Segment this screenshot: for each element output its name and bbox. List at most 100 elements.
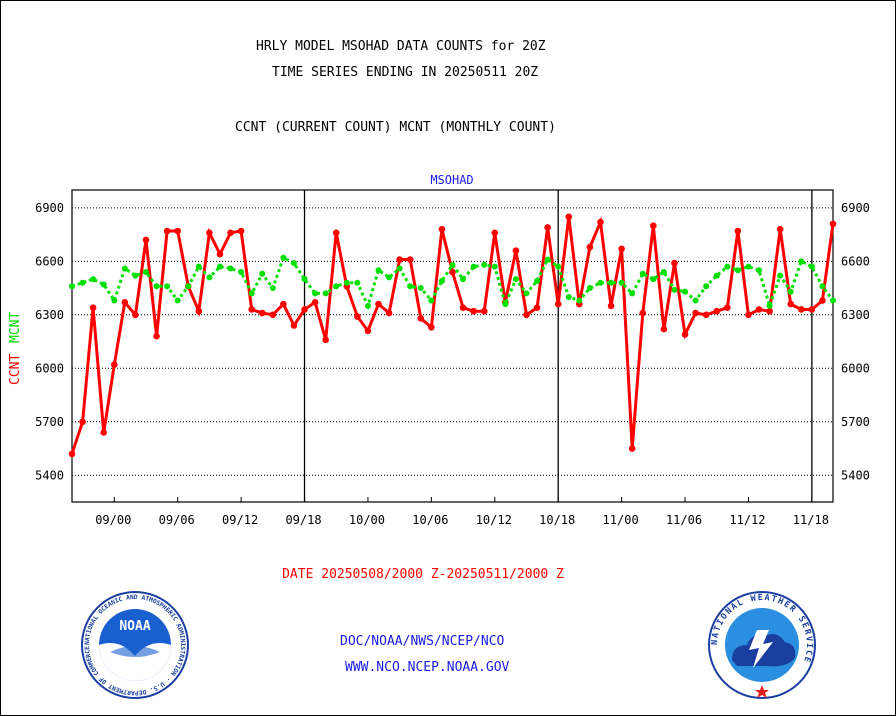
data-point-ccnt [89,304,97,311]
data-point-mcnt [713,272,720,279]
y-tick-label-left: 6000 [35,361,64,375]
footer-link-website[interactable]: WWW.NCO.NCEP.NOAA.GOV [345,660,510,675]
data-point-mcnt [491,263,498,270]
data-point-mcnt [386,274,393,281]
data-point-mcnt [90,276,97,283]
data-point-ccnt [523,311,530,319]
data-point-ccnt [724,304,731,311]
data-point-mcnt [608,279,615,286]
data-point-ccnt [449,268,456,276]
data-point-ccnt [396,256,403,263]
data-point-ccnt [417,315,425,322]
data-point-mcnt [290,260,297,267]
data-point-mcnt [269,285,276,292]
x-tick-label: 11/00 [603,513,639,527]
noaa-logo: NATIONAL OCEANIC AND ATMOSPHERIC ADMINIS… [80,590,189,699]
data-point-mcnt [111,297,118,304]
plot-title: MSOHAD [430,173,473,187]
data-point-mcnt [586,285,593,292]
data-point-ccnt [639,309,647,317]
data-point-mcnt [354,279,361,286]
data-point-mcnt [227,265,234,272]
data-point-mcnt [597,279,604,286]
x-tick-label: 09/00 [95,513,131,527]
data-point-ccnt [132,311,139,319]
data-point-ccnt [248,306,255,313]
data-point-ccnt [766,307,773,315]
data-point-ccnt [354,313,361,320]
data-point-ccnt [671,259,678,267]
data-point-mcnt [534,277,541,284]
data-point-ccnt [100,429,108,436]
data-point-ccnt [470,307,477,315]
data-point-ccnt [68,450,76,458]
footer-link-doc[interactable]: DOC/NOAA/NWS/NCEP/NCO [340,634,505,649]
data-point-ccnt [195,307,203,315]
data-point-mcnt [343,279,350,286]
data-point-ccnt [364,327,372,335]
data-point-mcnt [375,267,382,274]
data-series [68,213,837,458]
data-point-ccnt [142,236,150,244]
chart-title-line2: TIME SERIES ENDING IN 20250511 20Z [272,65,539,80]
data-point-mcnt [798,258,805,265]
y-tick-label-right: 6300 [841,308,870,322]
data-point-mcnt [639,270,646,277]
x-tick-label: 11/06 [666,513,702,527]
data-point-mcnt [79,279,86,286]
data-point-mcnt [301,276,308,283]
data-point-mcnt [69,283,75,290]
data-point-ccnt [428,323,435,331]
data-point-ccnt [110,361,118,369]
data-point-mcnt [481,261,488,268]
data-point-mcnt [819,283,826,290]
x-tick-label: 10/00 [349,513,385,527]
y-axis-label-mcnt: MCNT [8,312,23,343]
data-point-mcnt [142,269,149,276]
data-point-mcnt [777,272,784,279]
data-point-ccnt [258,309,266,317]
y-tick-label-left: 6600 [35,254,64,268]
data-point-ccnt [322,336,329,344]
y-tick-label-right: 6900 [841,201,870,215]
data-point-ccnt [618,245,625,253]
data-point-ccnt [301,306,308,313]
data-point-ccnt [597,218,604,226]
data-point-mcnt [502,301,509,308]
data-point-ccnt [628,445,636,452]
y-tick-label-right: 5700 [841,415,870,429]
data-point-ccnt [385,309,393,317]
data-point-mcnt [164,283,171,290]
data-point-ccnt [544,224,551,231]
data-point-mcnt [734,267,741,274]
data-point-mcnt [195,263,202,270]
data-point-mcnt [174,297,181,304]
data-point-ccnt [480,307,488,315]
data-point-ccnt [713,307,721,315]
y-tick-label-left: 5400 [35,468,64,482]
y-tick-label-right: 6600 [841,254,870,268]
data-point-ccnt [607,302,615,310]
data-point-ccnt [745,311,752,319]
y-tick-label-right: 6000 [841,361,870,375]
data-point-mcnt [364,302,371,309]
data-point-ccnt [280,300,287,308]
data-point-mcnt [692,297,699,304]
data-point-ccnt [79,418,86,426]
data-point-mcnt [206,274,213,281]
data-point-ccnt [512,247,520,254]
data-point-ccnt [787,300,795,308]
data-point-mcnt [460,276,467,283]
x-tick-label: 10/12 [476,513,512,527]
data-point-mcnt [333,283,340,290]
data-point-mcnt [565,293,572,300]
x-tick-label: 11/12 [729,513,765,527]
data-point-mcnt [671,286,678,293]
data-point-ccnt [681,331,689,338]
data-point-ccnt [533,304,541,311]
data-point-mcnt [449,261,456,268]
data-point-mcnt [650,276,657,283]
data-point-ccnt [660,325,668,333]
chart-subtitle: CCNT (CURRENT COUNT) MCNT (MONTHLY COUNT… [235,120,556,135]
